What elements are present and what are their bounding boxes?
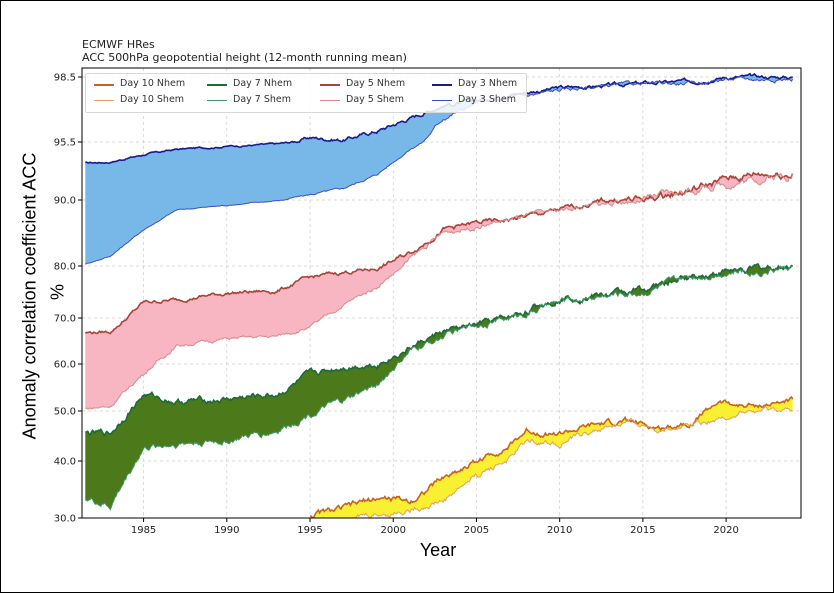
legend-swatch (432, 100, 452, 101)
y-tick-label: 70.0 (54, 314, 76, 325)
axis-ticks: 30.0 40.0 50.0 60.0 70.0 80.0 90.0 95.5 98.5 1985… (54, 73, 739, 537)
line-day-3-shem (85, 75, 794, 265)
y-tick-label: 30.0 (54, 514, 76, 525)
band-day-10 (310, 397, 793, 518)
x-axis-label: Year (419, 540, 457, 560)
grid-lines (82, 68, 801, 519)
x-tick-label: 2010 (547, 525, 572, 536)
legend: Day 10 Nhem Day 10 Shem Day 7 Nhem Day 7… (85, 73, 527, 113)
y-tick-label: 95.5 (54, 138, 76, 149)
x-tick-label: 2020 (713, 525, 738, 536)
line-day-10-nhem (309, 396, 794, 518)
line-day-7-nhem (85, 263, 793, 438)
y-tick-label: 50.0 (54, 407, 76, 418)
line-day-5-shem (85, 172, 794, 410)
line-day-7-shem (85, 265, 793, 511)
line-day-10-shem (321, 406, 793, 518)
x-tick-label: 1985 (131, 525, 156, 536)
y-tick-label: 60.0 (54, 360, 76, 371)
legend-swatch (207, 100, 227, 101)
y-tick-label: 80.0 (54, 262, 76, 273)
x-tick-label: 1995 (297, 525, 322, 536)
y-tick-label: 40.0 (54, 457, 76, 468)
series-lines (84, 72, 794, 518)
x-tick-label: 2005 (464, 525, 489, 536)
legend-swatch (432, 84, 452, 86)
plot-area (81, 67, 802, 519)
x-tick-label: 2015 (630, 525, 655, 536)
legend-swatch (207, 84, 227, 86)
chart-title: ECMWF HRes (82, 38, 155, 51)
x-tick-label: 2000 (381, 525, 406, 536)
y-tick-label: 90.0 (54, 196, 76, 207)
legend-swatch (320, 100, 340, 101)
chart-subtitle: ACC 500hPa geopotential height (12-month… (82, 51, 407, 64)
legend-swatch (320, 84, 340, 86)
x-tick-label: 1990 (214, 525, 239, 536)
legend-swatch (94, 100, 114, 101)
legend-swatch (94, 84, 114, 86)
y-tick-label: 98.5 (54, 73, 76, 84)
